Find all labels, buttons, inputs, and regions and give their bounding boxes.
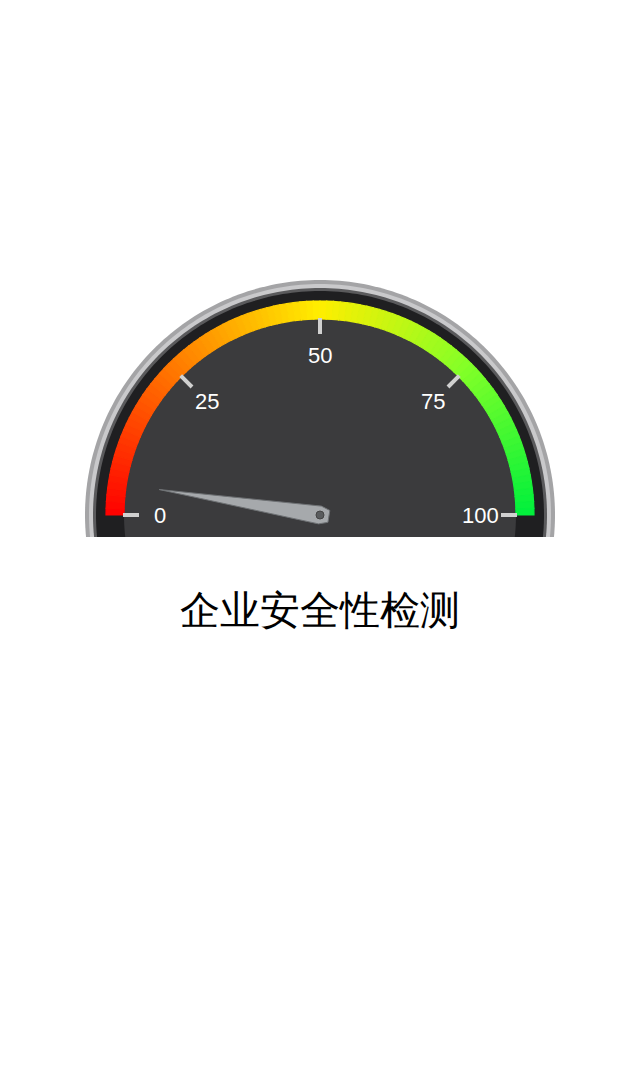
svg-text:25: 25 xyxy=(195,389,219,414)
svg-text:100: 100 xyxy=(462,503,499,528)
svg-text:企业安全性检测: 企业安全性检测 xyxy=(180,587,460,633)
svg-text:75: 75 xyxy=(421,389,445,414)
svg-text:0: 0 xyxy=(154,503,166,528)
svg-text:50: 50 xyxy=(308,343,332,368)
